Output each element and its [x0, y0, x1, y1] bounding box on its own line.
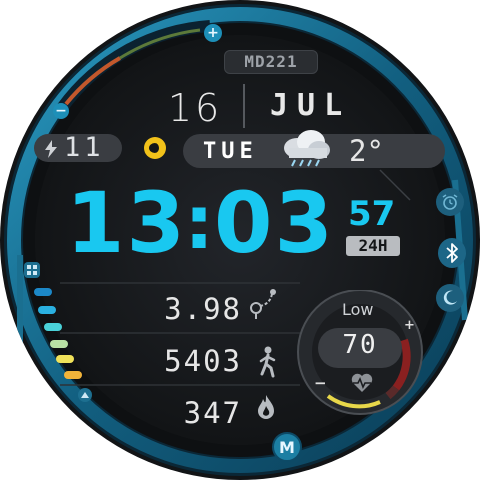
bluetooth-button[interactable] — [438, 238, 466, 268]
time-hour: 13 — [66, 174, 187, 272]
brand-logo-letter: M — [279, 437, 295, 457]
weekday-weather-pill[interactable]: TUE 2° — [183, 130, 445, 168]
level-bar-5 — [56, 355, 74, 363]
calories-value: 347 — [183, 396, 242, 430]
date-month: JUL — [270, 88, 352, 123]
heart-zone-label: Low — [342, 300, 374, 319]
minus-label: − — [55, 103, 67, 119]
temperature-value: 2° — [349, 134, 384, 168]
increase-button[interactable]: + — [204, 24, 222, 42]
heart-rate-icon — [351, 373, 373, 392]
heart-plus-label[interactable]: + — [404, 318, 415, 333]
bluetooth-icon — [446, 243, 458, 263]
dnd-button[interactable] — [436, 284, 464, 312]
level-bar-6 — [64, 371, 82, 379]
heart-rate-value: 70 — [342, 330, 378, 360]
brand-tag: MD221 — [224, 50, 318, 74]
steps-value: 5403 — [164, 344, 242, 378]
cloud-snow-icon — [284, 130, 330, 167]
route-icon — [250, 289, 276, 319]
model-label: MD221 — [244, 52, 298, 71]
time-minute: 03 — [214, 174, 335, 272]
level-bar-1 — [34, 288, 52, 296]
level-bar-4 — [50, 340, 68, 348]
apps-button[interactable] — [24, 262, 40, 278]
time-format-label: 24H — [358, 236, 388, 255]
heart-minus-label[interactable]: − — [314, 374, 327, 392]
arrow-up-icon — [81, 392, 89, 398]
level-bar-2 — [38, 306, 56, 314]
time-seconds: 57 — [348, 194, 396, 234]
decrease-button[interactable]: − — [53, 103, 69, 119]
scroll-up-button[interactable] — [78, 388, 92, 402]
battery-value: 11 — [64, 132, 105, 163]
flame-icon — [258, 395, 274, 419]
level-bar-3 — [44, 323, 62, 331]
grid-icon — [27, 265, 37, 275]
heart-rate-dial[interactable] — [288, 290, 432, 420]
power-saver-icon[interactable] — [144, 137, 166, 159]
moon-icon — [443, 290, 457, 305]
walking-person-icon — [259, 346, 276, 378]
date-day: 16 — [167, 86, 223, 130]
time-separator: : — [184, 180, 214, 266]
lightning-icon — [45, 140, 57, 158]
plus-label: + — [207, 25, 219, 41]
brand-logo-button[interactable]: M — [272, 432, 302, 462]
battery-pill[interactable]: 11 — [34, 132, 122, 163]
alarm-button[interactable] — [436, 188, 464, 216]
distance-value: 3.98 — [164, 292, 242, 326]
time-format-badge: 24H — [346, 236, 400, 256]
alarm-clock-icon — [442, 194, 458, 210]
weekday-label: TUE — [203, 139, 258, 164]
